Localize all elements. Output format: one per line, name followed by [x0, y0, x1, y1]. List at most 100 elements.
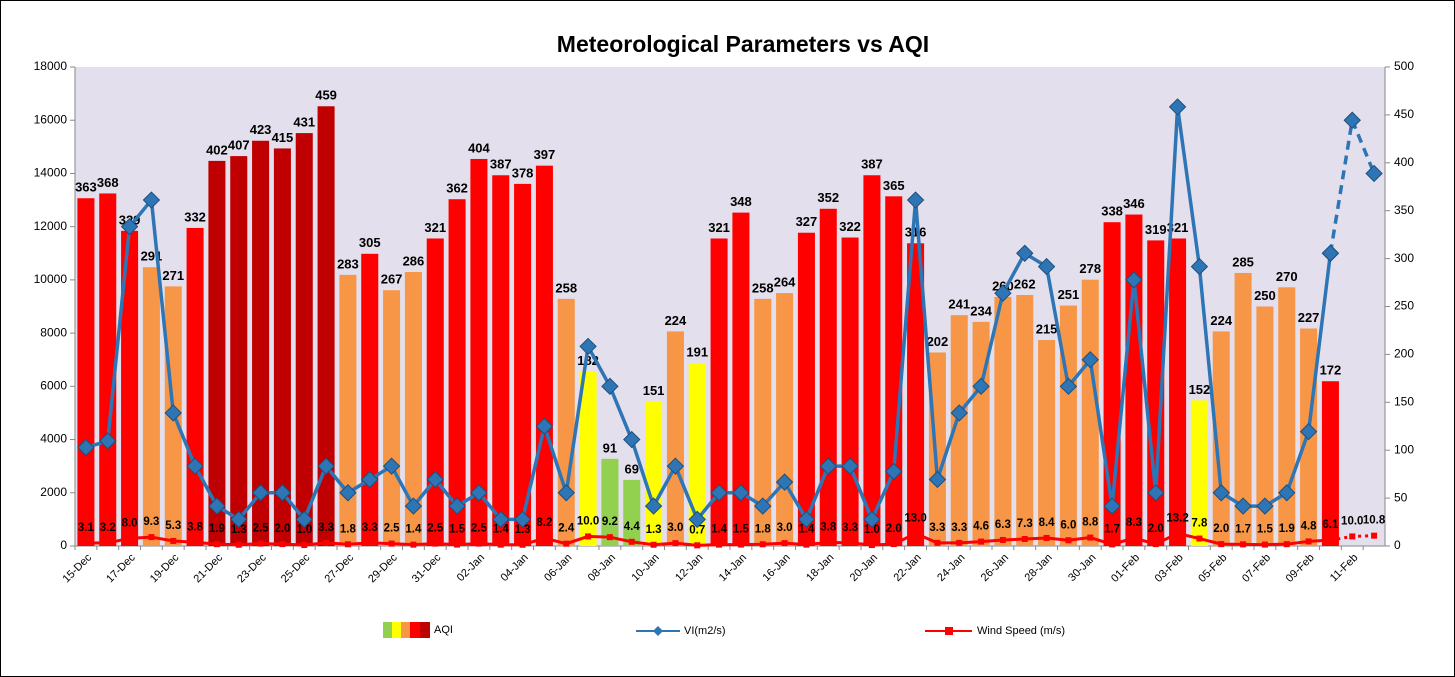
bar [121, 230, 139, 546]
data-label: 1.4 [711, 524, 728, 536]
bar [252, 140, 270, 547]
marker [251, 484, 270, 502]
data-label: 1.3 [231, 524, 247, 536]
bar [754, 298, 772, 546]
marker [77, 438, 95, 457]
marker [781, 540, 788, 547]
marker [1125, 271, 1143, 289]
bar [1169, 238, 1187, 546]
y-tick-label: 0 [60, 538, 67, 552]
legend-label: AQI [434, 624, 453, 636]
bar [666, 331, 684, 546]
data-label: 241 [948, 297, 970, 312]
data-label: 363 [75, 180, 97, 195]
marker [1343, 111, 1361, 129]
marker [120, 217, 139, 236]
line [1328, 113, 1376, 254]
legend-marker [945, 627, 953, 635]
marker [847, 539, 854, 546]
data-label: 1.0 [296, 524, 312, 536]
data-label: 9.2 [602, 516, 618, 528]
data-label: 3.3 [362, 522, 378, 534]
bar [1147, 240, 1165, 546]
y-tick-label: 4000 [40, 432, 67, 446]
marker [1168, 98, 1187, 116]
data-label: 368 [97, 175, 119, 190]
data-label: 1.5 [1257, 524, 1274, 536]
marker [186, 457, 204, 475]
data-label: 1.5 [449, 524, 466, 536]
data-label: 286 [403, 253, 425, 268]
bar [99, 193, 117, 546]
marker [825, 539, 832, 546]
data-label: 1.0 [864, 524, 880, 536]
data-label: 5.3 [165, 520, 181, 532]
data-label: 316 [905, 225, 927, 240]
bar [492, 175, 510, 546]
data-label: 4.8 [1301, 520, 1318, 532]
marker [978, 538, 985, 545]
y-tick-label: 2000 [40, 485, 67, 499]
marker [1261, 541, 1268, 548]
y2-tick-label: 300 [1394, 251, 1414, 265]
bar [928, 352, 946, 546]
bar [1081, 279, 1099, 546]
marker [1081, 351, 1099, 369]
marker [928, 470, 947, 489]
marker [279, 541, 286, 548]
marker [1305, 538, 1312, 545]
marker [890, 541, 897, 548]
marker [1212, 484, 1230, 502]
y-tick-label: 8000 [40, 325, 67, 339]
marker [1152, 541, 1159, 548]
marker [1130, 535, 1137, 542]
data-label: 8.2 [536, 517, 552, 529]
marker [716, 541, 723, 548]
bar [230, 156, 248, 546]
marker [601, 377, 619, 396]
data-label: 285 [1232, 254, 1254, 269]
marker [994, 284, 1012, 302]
bar [470, 158, 488, 546]
legend-swatch [392, 622, 401, 638]
data-label: 10.0 [577, 515, 599, 527]
data-label: 267 [381, 272, 403, 287]
data-label: 3.1 [78, 522, 95, 534]
data-label: 262 [1014, 276, 1036, 291]
data-label: 224 [665, 313, 687, 328]
bar [732, 212, 750, 546]
bar [1016, 295, 1034, 546]
data-label: 459 [315, 88, 337, 103]
marker [361, 470, 379, 489]
bar [186, 227, 204, 546]
bar [273, 148, 291, 546]
marker [470, 484, 488, 502]
bar [623, 479, 641, 546]
bar [317, 106, 335, 546]
data-label: 283 [337, 256, 359, 271]
marker [1283, 541, 1290, 548]
data-label: 258 [752, 280, 774, 295]
marker [475, 540, 482, 547]
marker [126, 535, 133, 542]
y2-tick-label: 50 [1394, 490, 1408, 504]
data-label: 3.2 [100, 522, 116, 534]
bar [339, 274, 357, 546]
data-label: 191 [686, 344, 708, 359]
marker [404, 497, 423, 515]
bar [688, 363, 706, 546]
data-label: 319 [1145, 222, 1167, 237]
marker [454, 541, 461, 548]
marker [606, 534, 613, 541]
marker [448, 497, 466, 515]
bar [295, 133, 313, 547]
data-label: 1.9 [209, 523, 225, 535]
data-label: 321 [708, 220, 730, 235]
data-label: 224 [1210, 313, 1232, 328]
marker [585, 533, 592, 540]
data-label: 327 [796, 214, 818, 229]
marker [535, 417, 554, 435]
data-label: 8.0 [122, 517, 138, 529]
bar [994, 296, 1012, 546]
data-label: 1.4 [405, 524, 422, 536]
